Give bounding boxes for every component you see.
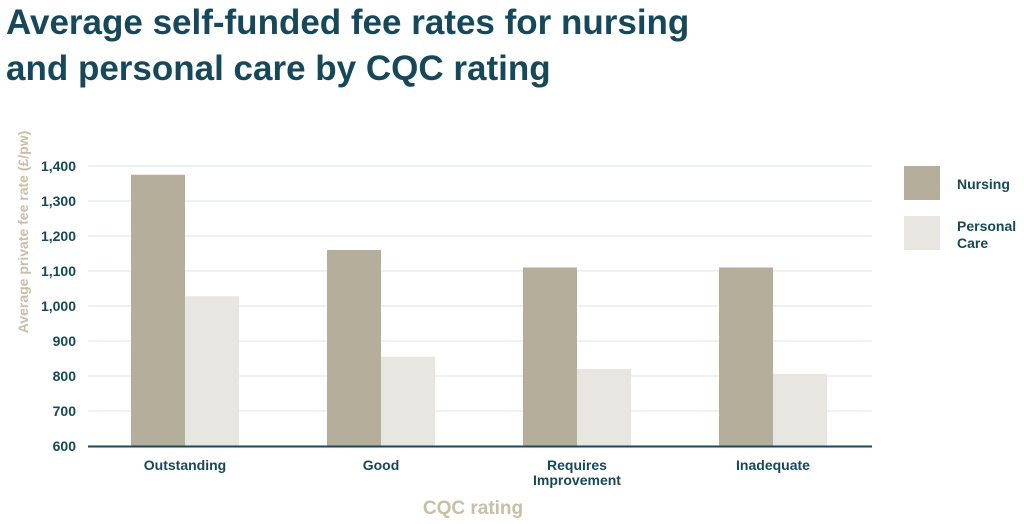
y-axis-title: Average private fee rate (£/pw) [15,131,31,334]
y-tick-label: 800 [53,368,77,384]
y-tick-label: 1,300 [41,193,76,209]
chart-title: Average self-funded fee rates for nursin… [6,0,1006,92]
bar-personal-care [381,356,435,446]
bar-personal-care [185,296,239,446]
bar-nursing [327,250,381,446]
legend-swatch [904,166,940,200]
bar-nursing [523,267,577,446]
y-tick-label: 1,100 [41,263,76,279]
x-tick-label: Requires [547,457,607,473]
bar-nursing [131,174,185,446]
legend-label: Nursing [957,176,1010,192]
y-tick-label: 1,200 [41,228,76,244]
x-tick-label: Good [363,457,400,473]
x-tick-label: Inadequate [736,457,810,473]
y-tick-label: 900 [53,333,77,349]
y-tick-label: 700 [53,403,77,419]
x-tick-label: Improvement [533,472,621,488]
bar-nursing [719,267,773,446]
legend-swatch [904,216,940,250]
chart-title-line-2: and personal care by CQC rating [6,49,551,88]
chart-title-line-1: Average self-funded fee rates for nursin… [6,3,690,42]
x-tick-label: Outstanding [144,457,226,473]
y-tick-label: 1,000 [41,298,76,314]
x-axis-title: CQC rating [423,498,523,519]
legend-label: Care [957,235,988,251]
y-tick-label: 1,400 [41,158,76,174]
bar-personal-care [577,369,631,446]
bar-personal-care [773,373,827,446]
y-tick-label: 600 [53,438,77,454]
legend-label: Personal [957,218,1016,234]
